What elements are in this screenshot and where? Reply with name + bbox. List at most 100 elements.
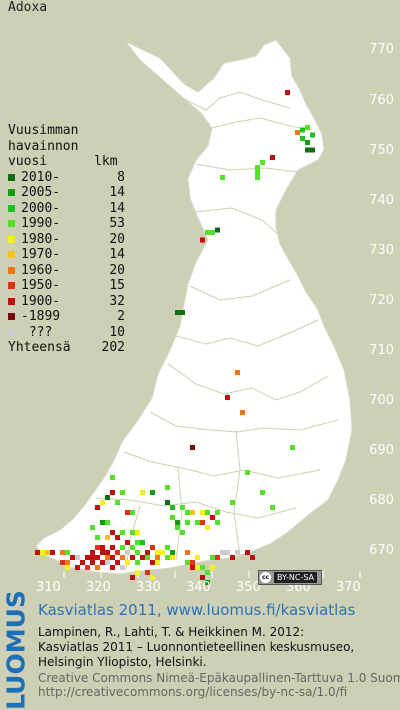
legend-row: 1990- 53	[8, 216, 125, 232]
occurrence-square	[125, 560, 130, 565]
legend-row-count: 8	[117, 169, 125, 185]
occurrence-square	[200, 510, 205, 515]
x-axis-label: 350	[236, 580, 261, 595]
occurrence-square	[310, 147, 315, 153]
occurrence-square	[185, 510, 190, 515]
occurrence-square	[120, 545, 125, 550]
atlas-link[interactable]: Kasviatlas 2011, www.luomus.fi/kasviatla…	[38, 601, 356, 619]
license-badge[interactable]: cc BY-NC-SA	[258, 570, 322, 585]
occurrence-square	[245, 470, 250, 475]
occurrence-square	[135, 530, 140, 535]
occurrence-square	[180, 505, 185, 510]
occurrence-square	[135, 570, 140, 575]
occurrence-square	[195, 565, 200, 570]
occurrence-square	[215, 227, 220, 233]
occurrence-square	[180, 310, 185, 315]
occurrence-square	[175, 520, 180, 525]
occurrence-square	[160, 550, 165, 555]
occurrence-square	[110, 555, 115, 560]
y-axis-label: 690	[369, 443, 394, 458]
occurrence-square	[140, 540, 145, 545]
luomus-logo: LUOMUS	[2, 590, 31, 710]
occurrence-square	[155, 560, 160, 565]
occurrence-square	[225, 395, 230, 400]
occurrence-square	[140, 490, 145, 495]
occurrence-square	[210, 565, 215, 570]
logo-text: LUOMUS	[1, 590, 31, 710]
occurrence-square	[110, 530, 115, 535]
legend-row-count: 53	[109, 216, 125, 231]
occurrence-square	[95, 505, 100, 510]
occurrence-square	[145, 555, 150, 560]
occurrence-square	[205, 510, 210, 515]
legend-total: Yhteensä 202	[8, 340, 125, 356]
occurrence-square	[150, 490, 155, 495]
occurrence-square	[215, 520, 220, 525]
occurrence-square	[170, 505, 175, 510]
occurrence-square	[235, 370, 240, 375]
occurrence-square	[115, 500, 120, 505]
legend-row: 1980- 20	[8, 232, 125, 248]
occurrence-square	[195, 555, 200, 560]
y-axis-label: 740	[369, 193, 394, 208]
legend-row: 1900- 32	[8, 294, 125, 310]
occurrence-square	[255, 165, 260, 170]
occurrence-square	[305, 125, 310, 130]
occurrence-square	[220, 175, 225, 180]
legend-row: ??? 10	[8, 325, 125, 341]
license-badge-text: BY-NC-SA	[274, 572, 318, 583]
legend-row: 1950- 15	[8, 278, 125, 294]
occurrence-square	[285, 90, 290, 95]
occurrence-square	[205, 570, 210, 575]
occurrence-square	[170, 555, 175, 560]
occurrence-square	[90, 555, 95, 560]
region-borders	[95, 89, 339, 571]
occurrence-square	[65, 565, 70, 570]
occurrence-square	[310, 132, 315, 138]
occurrence-square	[120, 555, 125, 560]
occurrence-square	[120, 565, 125, 570]
y-axis-label: 760	[369, 93, 394, 108]
legend-swatch	[8, 189, 15, 197]
occurrence-square	[115, 550, 120, 555]
legend-swatch	[8, 173, 15, 181]
occurrence-square	[210, 555, 215, 560]
occurrence-square	[105, 520, 110, 525]
license-url[interactable]: http://creativecommons.org/licenses/by-n…	[38, 685, 348, 699]
occurrence-square	[245, 550, 250, 555]
y-axis-label: 730	[369, 243, 394, 258]
legend-title-line: vuosi lkm	[8, 154, 118, 169]
occurrence-square	[215, 510, 220, 515]
occurrence-square	[165, 485, 170, 490]
occurrence-square	[165, 545, 170, 550]
occurrence-square	[155, 550, 160, 555]
occurrence-square	[200, 237, 205, 243]
occurrence-square	[95, 545, 100, 550]
occurrence-square	[210, 515, 215, 520]
occurrence-square	[225, 550, 230, 555]
occurrence-square	[190, 510, 195, 515]
occurrence-square	[65, 550, 70, 555]
x-axis-label: 320	[86, 580, 111, 595]
legend-total-count: 202	[101, 340, 125, 355]
x-axis-label: 330	[136, 580, 161, 595]
legend-row: 1960- 20	[8, 263, 125, 279]
occurrence-square	[200, 520, 205, 525]
occurrence-square	[75, 565, 80, 570]
occurrence-square	[155, 555, 160, 560]
occurrence-square	[180, 530, 185, 535]
legend-row-count: 20	[109, 262, 125, 278]
occurrence-square	[210, 230, 215, 235]
legend-rows: 2010- 8 2005- 14 2000- 14 1990- 53 1980- 20 1970- 1…	[8, 170, 125, 341]
occurrence-square	[205, 525, 210, 530]
legend-row-count: 14	[109, 247, 125, 262]
occurrence-square	[295, 130, 300, 135]
occurrence-square	[95, 535, 100, 540]
occurrence-square	[100, 560, 105, 565]
legend-row-count: 14	[109, 185, 125, 200]
legend-swatch	[8, 235, 15, 243]
occurrence-square	[60, 550, 65, 555]
occurrence-square	[260, 160, 265, 165]
occurrence-square	[145, 550, 150, 555]
occurrence-square	[125, 550, 130, 555]
